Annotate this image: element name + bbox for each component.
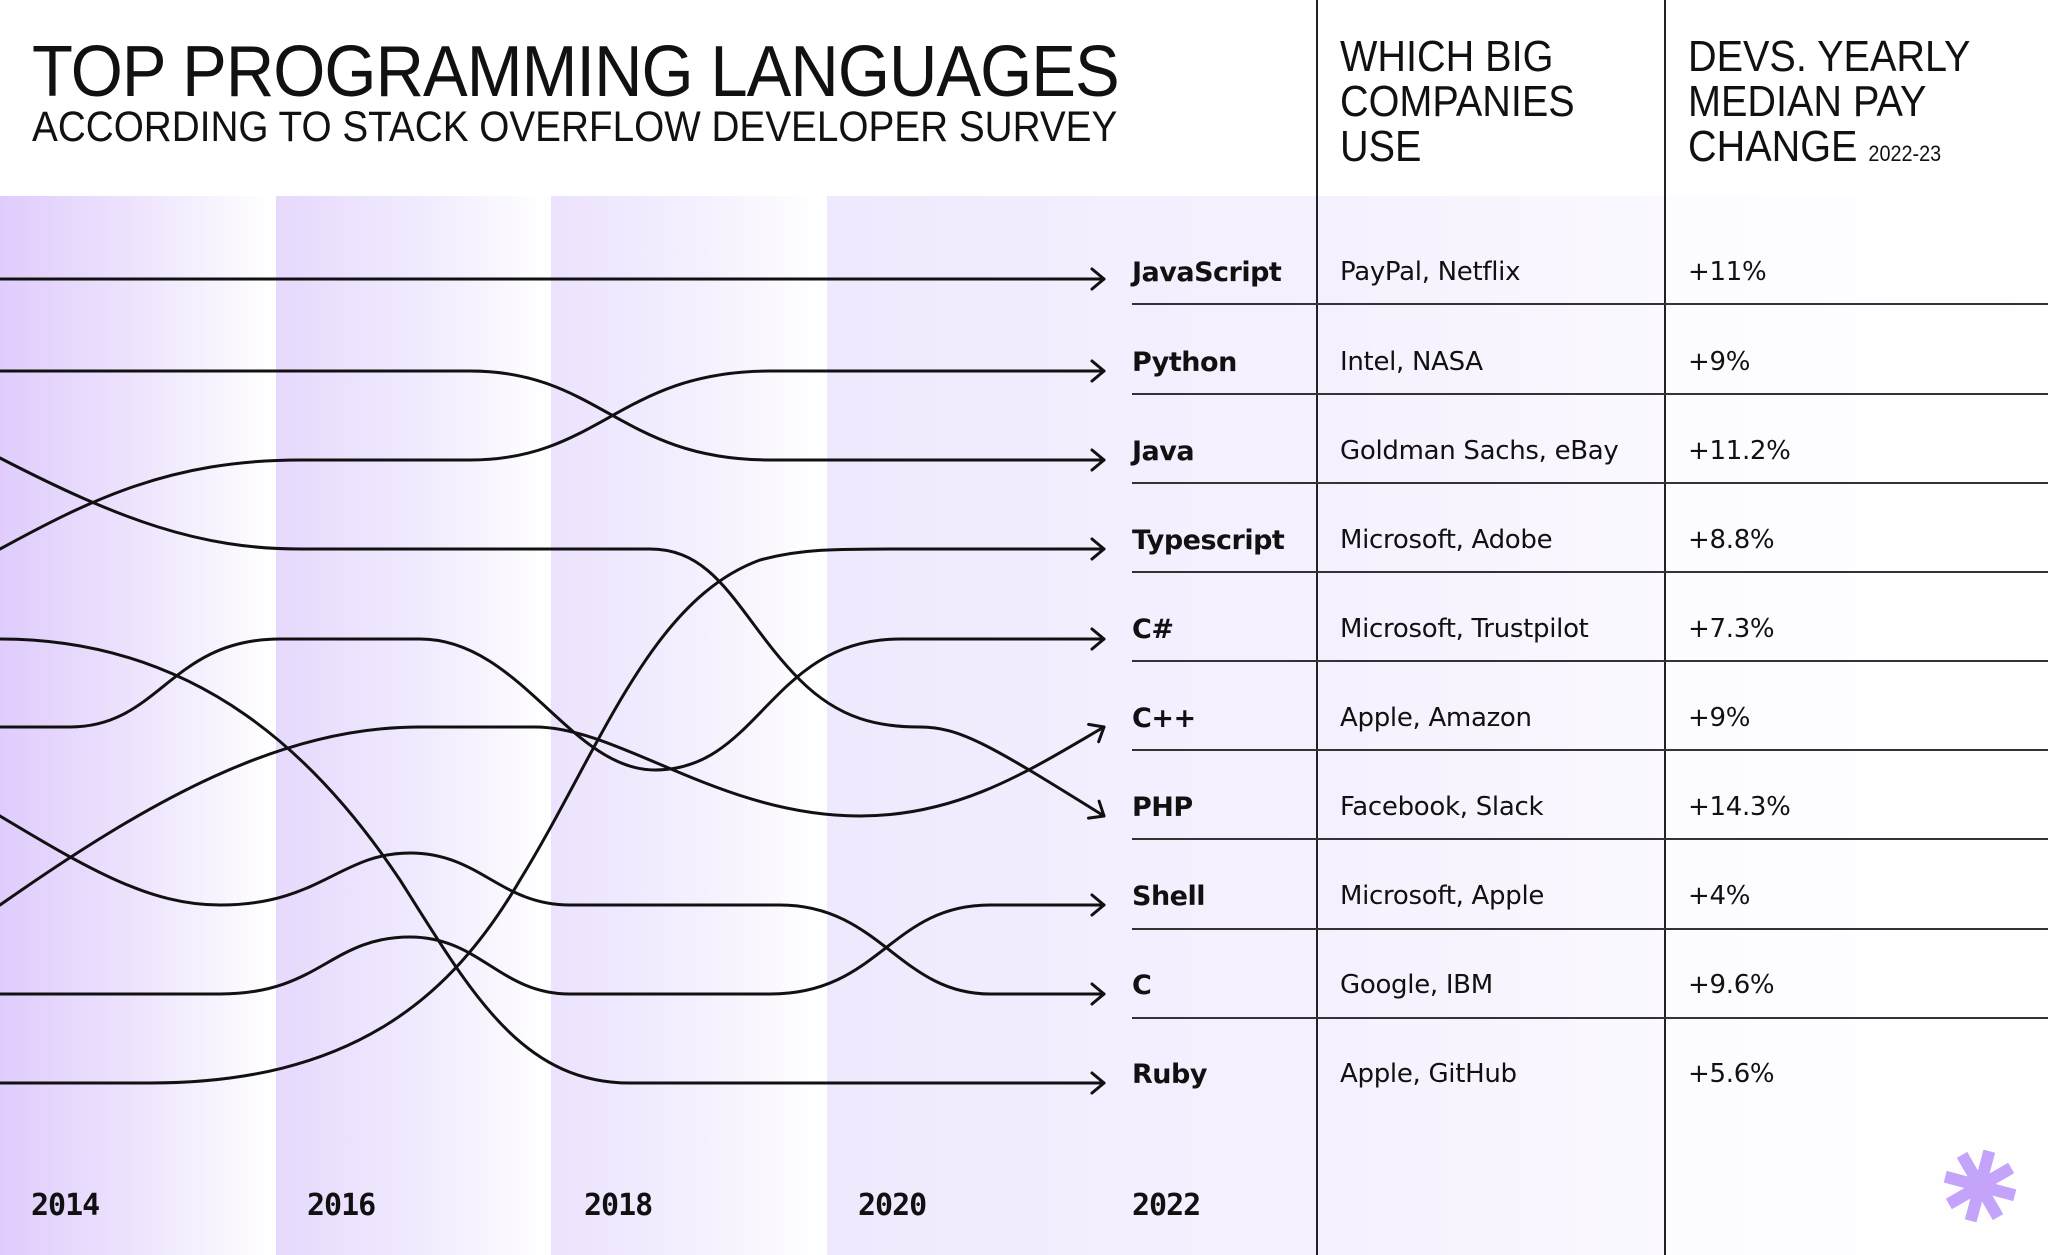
companies-cell: Intel, NASA bbox=[1340, 347, 1483, 377]
bump-chart bbox=[0, 267, 1106, 1095]
line-csharp bbox=[0, 627, 1106, 772]
pay-change-cell: +7.3% bbox=[1688, 614, 1775, 644]
year-label-2018: 2018 bbox=[584, 1188, 653, 1223]
language-label: JavaScript bbox=[1132, 257, 1282, 288]
year-label-2022: 2022 bbox=[1132, 1188, 1201, 1223]
companies-cell: Apple, GitHub bbox=[1340, 1059, 1517, 1089]
companies-cell: Facebook, Slack bbox=[1340, 792, 1544, 822]
asterisk-icon bbox=[1943, 1149, 2017, 1223]
pay-change-cell: +9% bbox=[1688, 703, 1751, 733]
line-php bbox=[0, 456, 1106, 820]
language-label: Ruby bbox=[1132, 1059, 1207, 1090]
row-divider bbox=[1132, 482, 2048, 484]
pay-change-cell: +4% bbox=[1688, 881, 1751, 911]
page-subtitle: ACCORDING TO STACK OVERFLOW DEVELOPER SU… bbox=[32, 103, 1118, 151]
language-label: Shell bbox=[1132, 881, 1206, 912]
companies-cell: PayPal, Netflix bbox=[1340, 257, 1521, 287]
language-label: Java bbox=[1132, 436, 1195, 467]
companies-cell: Microsoft, Trustpilot bbox=[1340, 614, 1589, 644]
row-divider bbox=[1132, 571, 2048, 573]
pay-change-cell: +11% bbox=[1688, 257, 1767, 287]
language-label: Python bbox=[1132, 347, 1237, 378]
row-divider bbox=[1132, 303, 2048, 305]
pay-change-cell: +8.8% bbox=[1688, 525, 1775, 555]
companies-column-heading: WHICH BIG COMPANIES USE bbox=[1340, 32, 1575, 171]
page-title: TOP PROGRAMMING LANGUAGES bbox=[32, 32, 1120, 112]
companies-cell: Goldman Sachs, eBay bbox=[1340, 436, 1619, 466]
row-divider bbox=[1132, 749, 2048, 751]
line-ruby bbox=[0, 637, 1106, 1095]
line-cplusplus bbox=[0, 722, 1106, 907]
pay-change-cell: +9.6% bbox=[1688, 970, 1775, 1000]
pay-change-cell: +14.3% bbox=[1688, 792, 1791, 822]
companies-column-bg bbox=[1317, 196, 1665, 1255]
line-shell bbox=[0, 893, 1106, 996]
row-divider bbox=[1132, 1017, 2048, 1019]
row-divider bbox=[1132, 393, 2048, 395]
pay-change-cell: +11.2% bbox=[1688, 436, 1791, 466]
companies-cell: Microsoft, Adobe bbox=[1340, 525, 1553, 555]
column-divider-companies bbox=[1316, 0, 1318, 1255]
row-divider bbox=[1132, 928, 2048, 930]
pay-change-cell: +9% bbox=[1688, 347, 1751, 377]
companies-cell: Apple, Amazon bbox=[1340, 703, 1532, 733]
year-label-2016: 2016 bbox=[307, 1188, 376, 1223]
pay-column-bg bbox=[1665, 196, 2048, 1255]
line-java bbox=[0, 369, 1106, 472]
row-divider bbox=[1132, 838, 2048, 840]
language-label: C++ bbox=[1132, 703, 1196, 734]
companies-cell: Google, IBM bbox=[1340, 970, 1493, 1000]
pay-column-heading: DEVS. YEARLY MEDIAN PAY CHANGE 2022-23 bbox=[1688, 32, 1971, 171]
line-c bbox=[0, 814, 1106, 1006]
line-typescript bbox=[0, 537, 1106, 1085]
language-label: C bbox=[1132, 970, 1152, 1001]
pay-period: 2022-23 bbox=[1868, 141, 1942, 166]
language-label: Typescript bbox=[1132, 525, 1285, 556]
language-label: PHP bbox=[1132, 792, 1193, 823]
row-divider bbox=[1132, 660, 2048, 662]
year-label-2014: 2014 bbox=[31, 1188, 100, 1223]
pay-change-cell: +5.6% bbox=[1688, 1059, 1775, 1089]
column-divider-pay bbox=[1664, 0, 1666, 1255]
language-label: C# bbox=[1132, 614, 1174, 645]
companies-cell: Microsoft, Apple bbox=[1340, 881, 1545, 911]
year-label-2020: 2020 bbox=[858, 1188, 927, 1223]
